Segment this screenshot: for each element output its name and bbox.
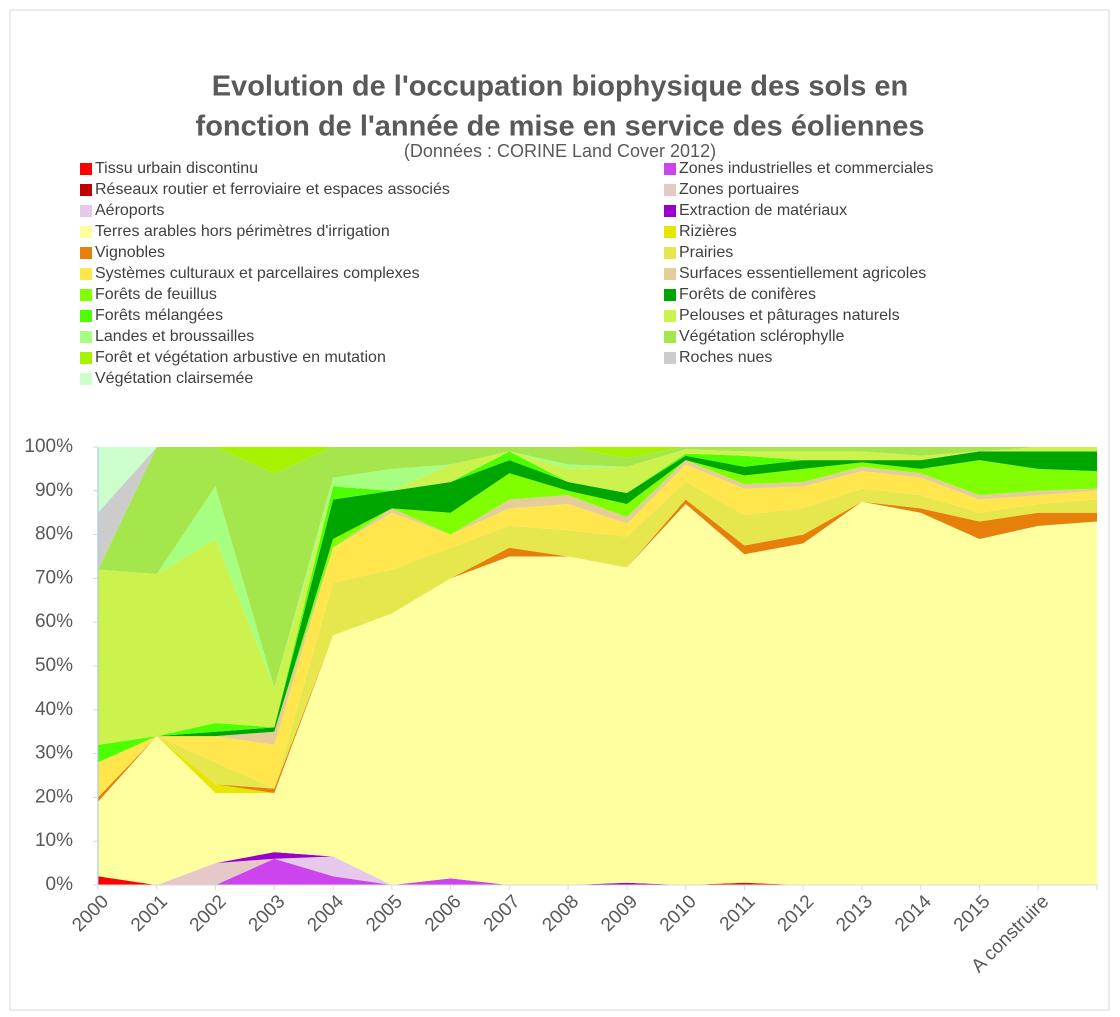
legend-label: Prairies	[679, 244, 733, 261]
legend-swatch	[664, 163, 676, 175]
legend-label: Zones industrielles et commerciales	[679, 160, 933, 177]
legend-label: Terres arables hors périmètres d'irrigat…	[95, 223, 390, 240]
legend-swatch	[664, 205, 676, 217]
legend-label: Forêts mélangées	[95, 307, 223, 324]
legend-swatch	[80, 352, 92, 364]
legend-swatch	[80, 184, 92, 196]
legend-label: Vignobles	[95, 244, 165, 261]
legend-swatch	[80, 289, 92, 301]
legend-label: Zones portuaires	[679, 181, 799, 198]
area	[98, 451, 1097, 763]
legend-label: Tissu urbain discontinu	[95, 160, 258, 177]
legend-swatch	[664, 331, 676, 343]
area	[98, 451, 1097, 763]
legend-swatch	[80, 226, 92, 238]
legend-swatch	[664, 268, 676, 280]
legend-swatch	[664, 184, 676, 196]
area	[98, 499, 1097, 802]
y-tick-label: 30%	[35, 743, 73, 764]
legend-label: Surfaces essentiellement agricoles	[679, 265, 926, 282]
legend-swatch	[664, 310, 676, 322]
area	[98, 482, 1097, 798]
legend-label: Végétation clairsemée	[95, 370, 253, 387]
y-tick-label: 70%	[35, 567, 73, 588]
legend-swatch	[664, 247, 676, 259]
legend-swatch	[80, 310, 92, 322]
area	[98, 464, 1097, 798]
area	[98, 447, 1097, 688]
legend-swatch	[80, 205, 92, 217]
area	[98, 460, 1097, 763]
y-tick-label: 0%	[46, 874, 74, 895]
legend-label: Forêts de feuillus	[95, 286, 217, 303]
legend-label: Extraction de matériaux	[679, 202, 847, 219]
legend-label: Forêts de conifères	[679, 286, 816, 303]
area	[98, 858, 1097, 885]
y-tick-label: 40%	[35, 699, 73, 720]
area	[98, 501, 1097, 885]
legend-label: Réseaux routier et ferroviaire et espace…	[95, 181, 450, 198]
legend-label: Forêt et végétation arbustive en mutatio…	[95, 349, 386, 366]
area	[98, 501, 1097, 802]
legend-label: Végétation sclérophylle	[679, 328, 845, 345]
legend-label: Aéroports	[95, 202, 164, 219]
y-tick-label: 100%	[24, 436, 73, 457]
y-tick-label: 20%	[35, 786, 73, 807]
chart-title: fonction de l'année de mise en service d…	[196, 111, 925, 143]
y-tick-label: 90%	[35, 480, 73, 501]
legend-swatch	[664, 226, 676, 238]
y-tick-label: 80%	[35, 524, 73, 545]
legend-label: Landes et broussailles	[95, 328, 254, 345]
legend-swatch	[80, 331, 92, 343]
chart-title: Evolution de l'occupation biophysique de…	[212, 71, 909, 103]
legend-label: Rizières	[679, 223, 737, 240]
legend-label: Pelouses et pâturages naturels	[679, 307, 900, 324]
legend-swatch	[664, 289, 676, 301]
legend-label: Systèmes culturaux et parcellaires compl…	[95, 265, 420, 282]
y-tick-label: 10%	[35, 830, 73, 851]
area	[98, 447, 1097, 745]
legend-swatch	[80, 247, 92, 259]
y-tick-label: 50%	[35, 655, 73, 676]
area	[98, 856, 1097, 885]
legend-swatch	[80, 373, 92, 385]
area	[98, 858, 1097, 885]
legend-swatch	[80, 163, 92, 175]
chart-subtitle: (Données : CORINE Land Cover 2012)	[404, 141, 716, 161]
legend-swatch	[80, 268, 92, 280]
legend-label: Roches nues	[679, 349, 772, 366]
y-tick-label: 60%	[35, 611, 73, 632]
legend-swatch	[664, 352, 676, 364]
